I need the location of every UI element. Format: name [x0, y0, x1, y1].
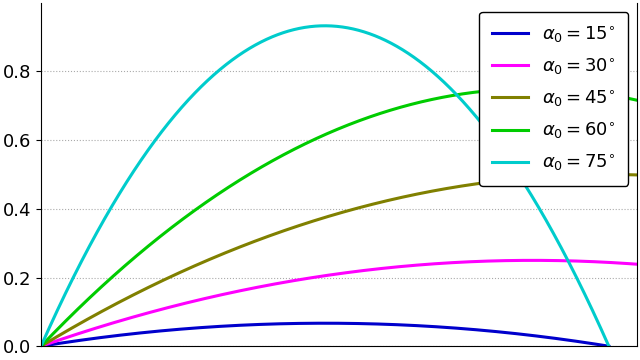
Legend: $\alpha_0 = 15^{\circ}$, $\alpha_0 = 30^{\circ}$, $\alpha_0 = 45^{\circ}$, $\alp: $\alpha_0 = 15^{\circ}$, $\alpha_0 = 30^…	[479, 12, 628, 185]
